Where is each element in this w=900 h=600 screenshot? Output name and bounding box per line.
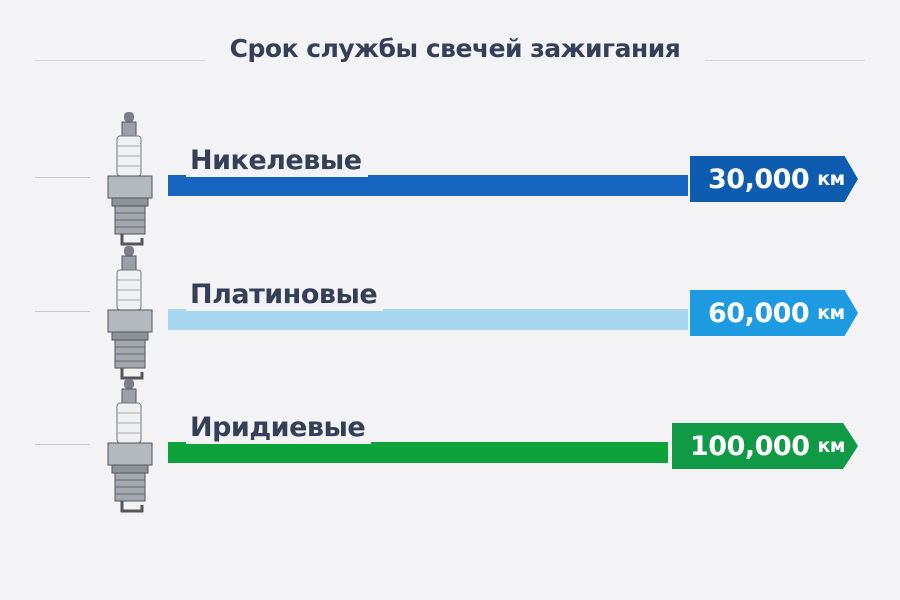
- category-label: Платиновые: [186, 279, 384, 311]
- spark-plug-icon: [100, 110, 162, 250]
- row-tick-line: [35, 311, 90, 312]
- bar: [168, 309, 688, 330]
- title-divider-right: [705, 60, 865, 61]
- value-tag: 100,000 км: [672, 423, 858, 469]
- bar-row: Никелевые 30,000 км: [0, 110, 900, 250]
- spark-plug-icon: [100, 244, 162, 384]
- category-label: Иридиевые: [186, 412, 372, 444]
- row-tick-line: [35, 444, 90, 445]
- category-label: Никелевые: [186, 145, 368, 177]
- value-label: 30,000: [708, 163, 810, 195]
- value-label: 100,000: [690, 430, 810, 462]
- bar: [168, 442, 668, 463]
- bar-row: Платиновые 60,000 км: [0, 244, 900, 384]
- row-tick-line: [35, 177, 90, 178]
- bar-row: Иридиевые 100,000 км: [0, 377, 900, 517]
- title-divider-left: [35, 60, 205, 61]
- chart-title: Срок службы свечей зажигания: [229, 34, 681, 63]
- unit-label: км: [817, 168, 845, 190]
- unit-label: км: [817, 302, 845, 324]
- value-tag: 60,000 км: [690, 290, 858, 336]
- value-tag: 30,000 км: [690, 156, 858, 202]
- bar: [168, 175, 688, 196]
- value-label: 60,000: [708, 297, 810, 329]
- spark-plug-icon: [100, 377, 162, 517]
- unit-label: км: [817, 435, 845, 457]
